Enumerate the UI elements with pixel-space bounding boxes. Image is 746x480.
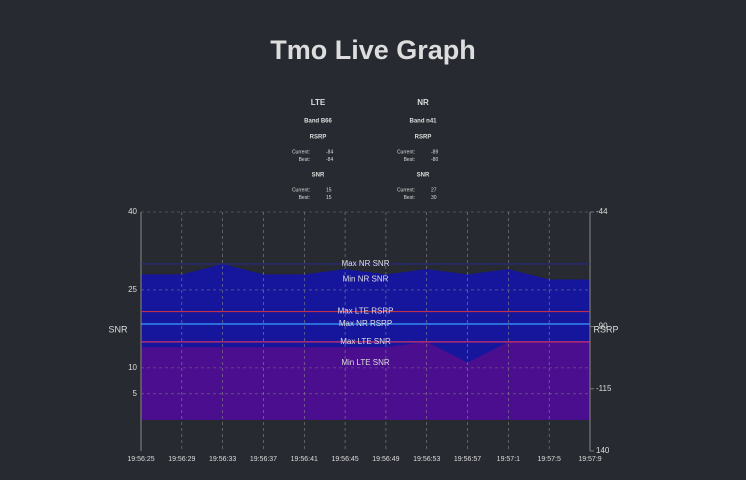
x-tick-label: 19:56:57 bbox=[454, 456, 481, 463]
x-tick-label: 19:56:37 bbox=[250, 456, 277, 463]
y-tick-label: 25 bbox=[128, 285, 137, 294]
annotation-label: Max LTE RSRP bbox=[338, 307, 394, 316]
y2-axis-title: RSRP bbox=[593, 324, 618, 334]
stats-row-value: -84 bbox=[326, 157, 333, 163]
x-tick-label: 19:56:49 bbox=[372, 456, 399, 463]
x-tick-label: 19:56:33 bbox=[209, 456, 236, 463]
stats-row-value: -80 bbox=[431, 157, 438, 163]
page-title: Tmo Live Graph bbox=[270, 35, 476, 65]
stats-row-label: Best: bbox=[299, 195, 310, 201]
stats-row-value: 15 bbox=[326, 195, 332, 201]
x-tick-label: 19:56:41 bbox=[291, 456, 318, 463]
y-axis-title: SNR bbox=[108, 324, 128, 334]
x-tick-label: 19:56:45 bbox=[331, 456, 358, 463]
stats-row-value: -84 bbox=[326, 149, 333, 155]
y2-tick-label: -44 bbox=[596, 207, 608, 216]
stats-section: SNR bbox=[417, 173, 430, 179]
x-tick-label: 19:57:9 bbox=[578, 456, 601, 463]
stats-row-label: Best: bbox=[404, 195, 415, 201]
stats-section: RSRP bbox=[310, 135, 327, 141]
annotation-label: Max NR SNR bbox=[341, 259, 389, 268]
stats-row-value: 15 bbox=[326, 187, 332, 193]
annotation-label: Min LTE SNR bbox=[341, 358, 390, 367]
stats-row-value: -89 bbox=[431, 149, 438, 155]
y-tick-label: 5 bbox=[133, 389, 138, 398]
y2-tick-label: 140 bbox=[596, 446, 610, 455]
x-tick-label: 19:56:29 bbox=[168, 456, 195, 463]
y-tick-label: 40 bbox=[128, 207, 137, 216]
stats-row-value: 27 bbox=[431, 187, 437, 193]
annotation-label: Max NR RSRP bbox=[339, 319, 392, 328]
stats-row-value: 30 bbox=[431, 195, 437, 201]
stats-band: Band n41 bbox=[409, 119, 437, 125]
x-tick-label: 19:56:25 bbox=[127, 456, 154, 463]
y-tick-label: 10 bbox=[128, 363, 137, 372]
stats-title: NR bbox=[417, 98, 429, 107]
stats-section: RSRP bbox=[415, 135, 432, 141]
y2-tick-label: -115 bbox=[596, 384, 612, 393]
stats-row-label: Current: bbox=[397, 187, 415, 193]
x-tick-label: 19:56:53 bbox=[413, 456, 440, 463]
stats-row-label: Best: bbox=[404, 157, 415, 163]
x-tick-label: 19:57:5 bbox=[538, 456, 561, 463]
stats-row-label: Current: bbox=[397, 149, 415, 155]
stats-row-label: Best: bbox=[299, 157, 310, 163]
y2-tick-label: -90 bbox=[596, 322, 608, 331]
stats-row-label: Current: bbox=[292, 187, 310, 193]
stats-section: SNR bbox=[312, 173, 325, 179]
annotation-label: Min NR SNR bbox=[343, 275, 389, 284]
stats-title: LTE bbox=[311, 98, 326, 107]
stats-row-label: Current: bbox=[292, 149, 310, 155]
stats-band: Band B66 bbox=[304, 119, 332, 125]
area bbox=[141, 341, 590, 420]
x-tick-label: 19:57:1 bbox=[497, 456, 520, 463]
annotation-label: Max LTE SNR bbox=[340, 337, 391, 346]
